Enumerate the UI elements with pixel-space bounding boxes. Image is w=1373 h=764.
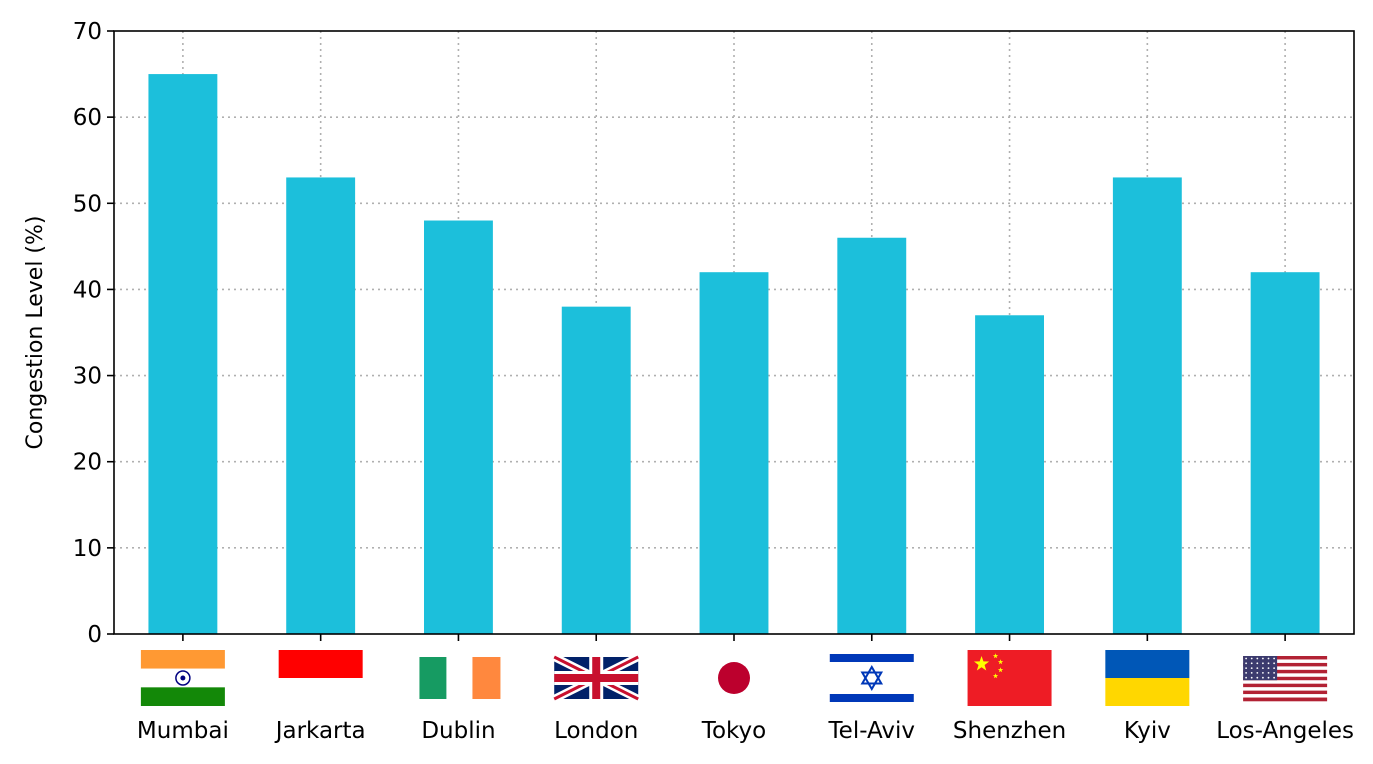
usa-flag-icon: [1243, 656, 1328, 702]
ukraine-flag-icon: [1105, 650, 1190, 706]
bar: [699, 272, 769, 634]
bar: [148, 74, 218, 635]
israel-flag-icon: [829, 654, 914, 702]
y-tick-label: 60: [73, 105, 102, 131]
bar: [1250, 272, 1320, 634]
x-tick-label: Jarkarta: [274, 718, 366, 744]
y-axis-title: Congestion Level (%): [23, 216, 48, 450]
indonesia-flag-icon: [278, 650, 363, 678]
y-axis-ticks: 0 10 20 30 40 50 60 70: [73, 19, 114, 648]
y-tick-label: 50: [73, 191, 102, 217]
bar: [424, 220, 493, 634]
bar: [1112, 177, 1182, 634]
x-tick-label: Dublin: [421, 718, 495, 744]
x-tick-label: Tokyo: [701, 718, 766, 744]
x-tick-label: Mumbai: [137, 718, 229, 744]
x-tick-label: Shenzhen: [953, 718, 1066, 744]
bar: [837, 237, 907, 634]
bars: [148, 74, 1320, 635]
ireland-flag-icon: [419, 657, 501, 699]
y-tick-label: 20: [73, 450, 102, 476]
uk-flag-icon: [552, 653, 641, 703]
y-tick-label: 10: [73, 536, 102, 562]
x-axis-ticks: Mumbai Jarkarta Dublin London Tokyo Tel-Aviv S…: [137, 634, 1354, 744]
bar: [286, 177, 356, 634]
x-tick-label: Kyiv: [1124, 718, 1171, 744]
y-tick-label: 30: [73, 364, 102, 390]
japan-flag-icon: [718, 662, 750, 694]
y-tick-label: 40: [73, 277, 102, 303]
india-flag-icon: [140, 650, 225, 706]
bar: [975, 315, 1044, 634]
flags: [140, 650, 1328, 706]
x-tick-label: Los-Angeles: [1216, 718, 1354, 744]
china-flag-icon: [967, 650, 1052, 706]
y-tick-label: 0: [87, 622, 102, 648]
y-tick-label: 70: [73, 19, 102, 45]
x-tick-label: Tel-Aviv: [828, 718, 915, 744]
x-tick-label: London: [554, 718, 638, 744]
bar: [561, 306, 631, 634]
